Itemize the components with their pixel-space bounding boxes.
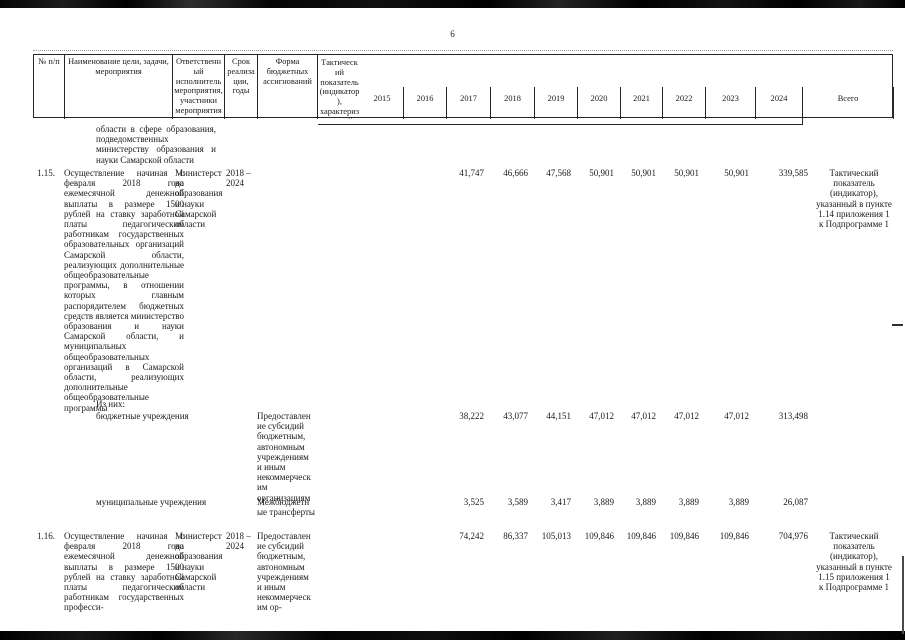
header-col-responsible: Ответственный исполнитель мероприятия, у… <box>173 55 225 119</box>
row-responsible: Министерство образования и науки Самарск… <box>175 168 223 230</box>
value-2020: 105,013 <box>541 531 571 541</box>
table-row-1-16: 1.16. Осуществление начиная с февраля 20… <box>33 531 893 613</box>
row-number: 1.16. <box>37 531 55 541</box>
table-row-iz-nih: Из них: <box>33 399 893 409</box>
row-form: Предоставление субсидий бюджетным, автон… <box>257 531 311 613</box>
value-2018: 3,525 <box>463 497 484 507</box>
table-row-continuation: области в сфере образования, подведомств… <box>33 124 893 165</box>
value-2022: 3,889 <box>635 497 656 507</box>
row-name: Осуществление начиная с февраля 2018 год… <box>64 168 184 413</box>
value-2022: 50,901 <box>631 168 656 178</box>
header-col-tactical: Тактический показатель (индикатор), хара… <box>319 58 360 119</box>
value-total: 26,087 <box>783 497 808 507</box>
header-year-total: Всего <box>803 87 894 119</box>
value-2019: 46,666 <box>503 168 528 178</box>
row-name: муниципальные учреждения <box>96 497 207 507</box>
scan-artifact-top-bar <box>0 0 905 8</box>
header-year-2016: 2016 <box>404 87 447 119</box>
row-term: 2018 – 2024 <box>226 168 251 189</box>
header-year-2021: 2021 <box>621 87 663 119</box>
value-2021: 3,889 <box>593 497 614 507</box>
header-year-2019: 2019 <box>535 87 578 119</box>
scan-artifact-right-edge <box>902 556 904 634</box>
table-row-municipal-institutions: муниципальные учреждения Межбюджетные тр… <box>33 497 893 517</box>
value-total: 704,976 <box>778 531 808 541</box>
header-year-2017: 2017 <box>447 87 491 119</box>
value-2024: 3,889 <box>728 497 749 507</box>
value-2018: 74,242 <box>459 531 484 541</box>
value-2024: 109,846 <box>719 531 749 541</box>
value-2023: 109,846 <box>669 531 699 541</box>
row-responsible: Министерство образования и науки Самарск… <box>175 531 223 593</box>
value-2019: 43,077 <box>503 411 528 421</box>
scan-artifact-dotted-line <box>33 50 893 51</box>
value-2021: 109,846 <box>584 531 614 541</box>
page-number: 6 <box>450 29 455 39</box>
row-number: 1.15. <box>37 168 55 178</box>
value-2023: 3,889 <box>678 497 699 507</box>
table-header: № п/п Наименование цели, задачи, меропри… <box>33 54 894 125</box>
value-2020: 3,417 <box>550 497 571 507</box>
value-2018: 38,222 <box>459 411 484 421</box>
value-2019: 3,589 <box>507 497 528 507</box>
value-total: 339,585 <box>778 168 808 178</box>
row-name: бюджетные учреждения <box>96 411 189 421</box>
header-year-2015: 2015 <box>361 87 404 119</box>
value-2022: 47,012 <box>631 411 656 421</box>
value-2020: 47,568 <box>546 168 571 178</box>
header-col-num: № п/п <box>34 55 65 119</box>
row-tactical: Тактический показатель (индикатор), указ… <box>816 531 892 593</box>
header-year-2020: 2020 <box>578 87 621 119</box>
value-2023: 50,901 <box>674 168 699 178</box>
row-name: области в сфере образования, подведомств… <box>96 124 216 165</box>
margin-dash-mark <box>892 324 903 326</box>
header-col-name: Наименование цели, задачи, мероприятия <box>65 55 173 119</box>
table-row-budget-institutions: бюджетные учреждения Предоставление субс… <box>33 411 893 503</box>
row-form: Предоставление субсидий бюджетным, автон… <box>257 411 311 503</box>
row-term: 2018 – 2024 <box>226 531 251 552</box>
value-2024: 47,012 <box>724 411 749 421</box>
value-2020: 44,151 <box>546 411 571 421</box>
header-year-2024: 2024 <box>756 87 803 119</box>
value-2024: 50,901 <box>724 168 749 178</box>
header-year-2022: 2022 <box>663 87 706 119</box>
row-tactical: Тактический показатель (индикатор), указ… <box>816 168 892 230</box>
value-2018: 41,747 <box>459 168 484 178</box>
header-financing-group: Объем финансирования по годам, млн. рубл… <box>318 119 803 125</box>
value-2023: 47,012 <box>674 411 699 421</box>
row-name: Осуществление начиная с февраля 2018 год… <box>64 531 184 613</box>
row-name: Из них: <box>96 399 125 409</box>
value-2021: 47,012 <box>589 411 614 421</box>
table-row-1-15: 1.15. Осуществление начиная с февраля 20… <box>33 168 893 413</box>
value-2019: 86,337 <box>503 531 528 541</box>
value-2021: 50,901 <box>589 168 614 178</box>
value-2022: 109,846 <box>626 531 656 541</box>
header-year-2023: 2023 <box>706 87 756 119</box>
header-year-2018: 2018 <box>491 87 535 119</box>
header-col-term: Срок реализации, годы <box>225 55 258 119</box>
row-form: Межбюджетные трансферты <box>257 497 315 518</box>
value-total: 313,498 <box>778 411 808 421</box>
scan-artifact-bottom-bar <box>0 631 905 640</box>
header-col-form: Форма бюджетных ассигнований <box>258 55 318 119</box>
